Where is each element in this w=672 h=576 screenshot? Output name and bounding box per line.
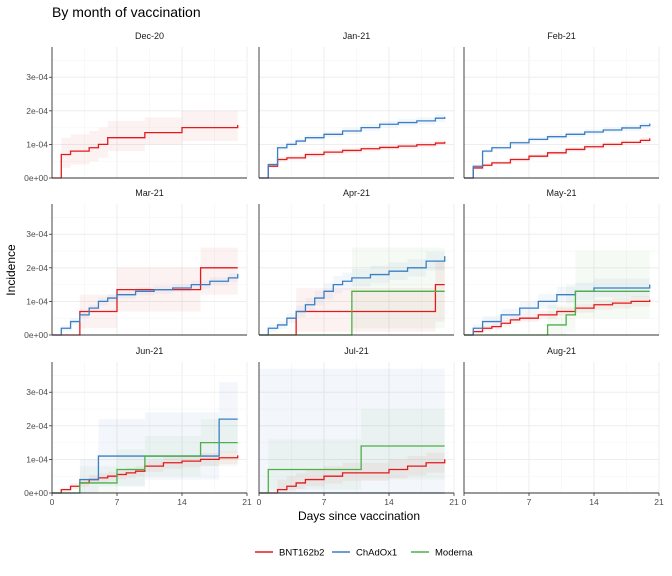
ci-band-bnt162b2 [98, 127, 108, 158]
series-line-moderna [52, 441, 238, 494]
ci-band-moderna [361, 409, 445, 480]
ci-band-bnt162b2 [324, 466, 343, 484]
y-tick-label: 1e-04 [26, 454, 48, 464]
legend-label: Moderna [435, 548, 473, 559]
chart-title: By month of vaccination [52, 4, 201, 20]
y-tick-label: 3e-04 [26, 229, 48, 239]
ci-band-bnt162b2 [61, 137, 71, 168]
series-line-chadox1 [259, 256, 446, 336]
legend-item-chadox1: ChAdOx1 [332, 548, 397, 559]
y-tick-label: 1e-04 [26, 296, 48, 306]
panel-jul-21: Jul-21 0 7 14 21 [257, 346, 459, 507]
ci-band-moderna [566, 284, 576, 332]
series-line-bnt162b2 [259, 459, 446, 494]
ci-band-moderna [575, 251, 650, 319]
legend-label: BNT162b2 [279, 548, 324, 559]
y-tick-label: 1e-04 [26, 139, 48, 149]
ci-band-bnt162b2 [305, 469, 324, 487]
facet-panels: Dec-20 0e+00 1e-04 2e-04 3e-04 Jan-21 Feb-21 Ma… [24, 31, 664, 507]
y-tick-label: 2e-04 [26, 421, 48, 431]
panel-label: Apr-21 [343, 188, 370, 198]
x-tick-label: 14 [589, 497, 599, 507]
series-line-chadox1 [52, 273, 239, 336]
ci-band-bnt162b2 [200, 247, 238, 295]
panel-label: Jul-21 [344, 346, 369, 356]
x-tick-label: 21 [449, 497, 459, 507]
x-tick-label: 7 [322, 497, 327, 507]
legend: BNT162b2 ChAdOx1 Moderna [255, 548, 473, 559]
ci-band-moderna [547, 304, 567, 335]
ci-band-bnt162b2 [144, 117, 182, 145]
y-tick-label: 3e-04 [26, 72, 48, 82]
ci-band-bnt162b2 [342, 462, 362, 481]
panel-label: Jan-21 [343, 31, 371, 41]
x-tick-label: 14 [384, 497, 394, 507]
ci-band-moderna [351, 247, 445, 329]
x-tick-label: 7 [115, 497, 120, 507]
ci-band-bnt162b2 [361, 462, 389, 481]
panel-label: Aug-21 [547, 346, 576, 356]
panel-may-21: May-21 [463, 188, 660, 336]
ci-band-bnt162b2 [286, 476, 297, 492]
ci-band-bnt162b2 [107, 120, 145, 152]
ci-band-bnt162b2 [70, 134, 90, 165]
panel-dec-20: Dec-20 0e+00 1e-04 2e-04 3e-04 [24, 31, 248, 183]
y-tick-label: 0e+00 [24, 330, 48, 340]
ci-band-chadox1 [219, 382, 238, 453]
panel-feb-21: Feb-21 [463, 31, 660, 179]
legend-item-bnt162b2: BNT162b2 [255, 548, 324, 559]
x-tick-label: 21 [654, 497, 664, 507]
x-axis-title: Days since vaccination [298, 509, 420, 523]
y-tick-label: 0e+00 [24, 488, 48, 498]
y-tick-label: 2e-04 [26, 263, 48, 273]
panel-mar-21: Mar-21 0e+00 1e-04 2e-04 3e-04 [24, 188, 248, 340]
x-tick-label: 14 [177, 497, 187, 507]
series-line-chadox1 [464, 123, 651, 179]
x-tick-label: 21 [242, 497, 252, 507]
panel-label: Mar-21 [135, 188, 164, 198]
panel-apr-21: Apr-21 [258, 188, 455, 336]
series-line-bnt162b2 [464, 299, 651, 336]
panel-jun-21: Jun-21 0e+00 1e-04 2e-04 3e-04 0 7 14 21 [24, 346, 252, 507]
ci-band-chadox1 [79, 459, 99, 493]
ci-band-bnt162b2 [277, 479, 287, 493]
series-line-bnt162b2 [52, 124, 239, 179]
x-tick-label: 7 [527, 497, 532, 507]
ci-band-bnt162b2 [89, 130, 99, 162]
panel-label: Jun-21 [136, 346, 164, 356]
ci-band-bnt162b2 [296, 287, 436, 332]
x-tick-label: 0 [462, 497, 467, 507]
panel-label: Dec-20 [135, 31, 164, 41]
y-tick-label: 2e-04 [26, 106, 48, 116]
ci-band-chadox1 [144, 412, 220, 480]
y-axis-title: Incidence [4, 244, 18, 296]
panel-aug-21: Aug-21 0 7 14 21 [462, 346, 664, 507]
legend-item-moderna: Moderna [411, 548, 473, 559]
legend-label: ChAdOx1 [356, 548, 397, 559]
ci-band-moderna [268, 439, 362, 490]
series-line-chadox1 [259, 116, 446, 179]
panel-label: May-21 [546, 188, 576, 198]
x-tick-label: 0 [50, 497, 55, 507]
ci-band-bnt162b2 [389, 459, 408, 479]
y-tick-label: 3e-04 [26, 387, 48, 397]
ci-band-bnt162b2 [296, 472, 306, 489]
x-tick-label: 0 [257, 497, 262, 507]
y-tick-label: 0e+00 [24, 173, 48, 183]
series-line-moderna [464, 290, 650, 336]
ci-band-bnt162b2 [182, 110, 238, 142]
panel-jan-21: Jan-21 [258, 31, 455, 179]
ci-band-moderna [117, 449, 145, 487]
panel-label: Feb-21 [547, 31, 576, 41]
